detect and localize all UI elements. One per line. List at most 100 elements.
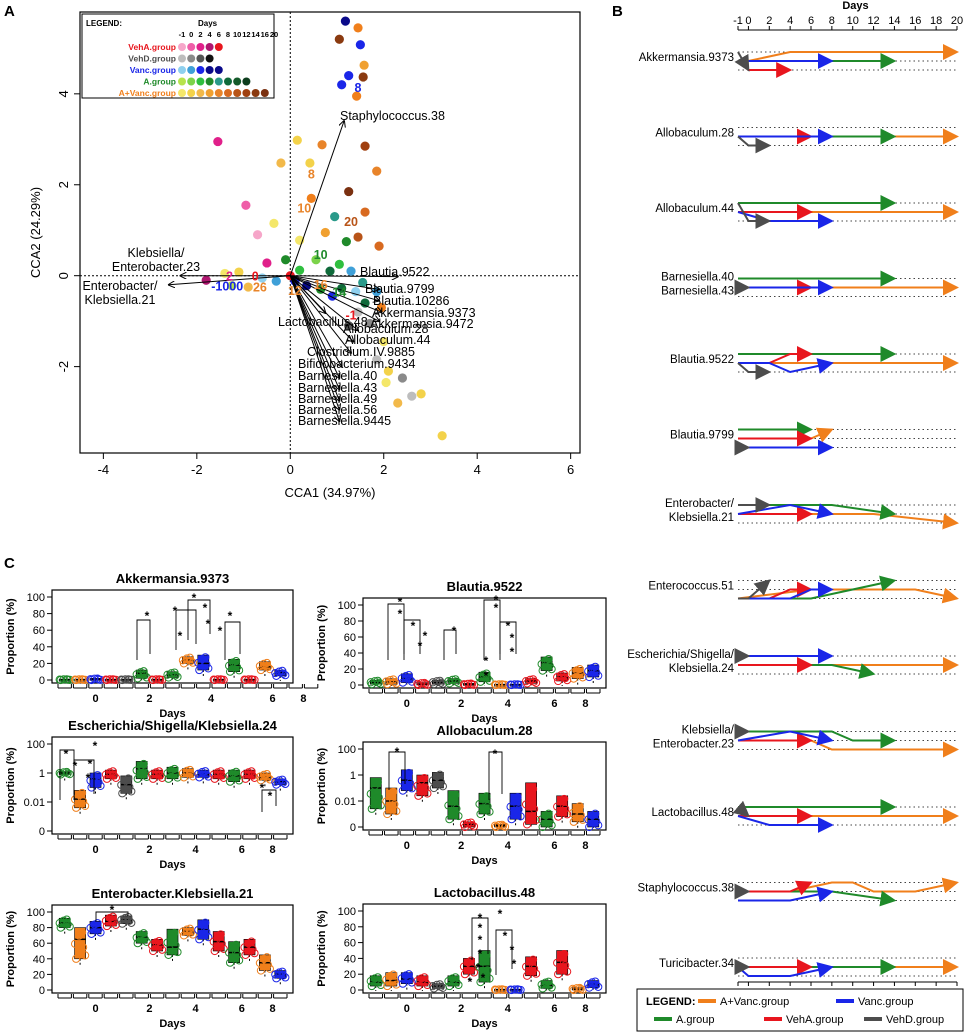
sample-point (398, 979, 407, 988)
sample-point (444, 977, 453, 986)
sample-point (71, 795, 80, 804)
significance-star: * (86, 771, 91, 785)
cca-point (241, 200, 251, 210)
taxon-label: Enterococcus.51 (648, 581, 734, 593)
trajectory-line (732, 800, 750, 818)
sample-point (278, 775, 287, 784)
sample-point (563, 810, 572, 819)
sample-point (247, 675, 256, 684)
legend-day-tick: 0 (189, 30, 193, 39)
cca-point (397, 373, 408, 383)
sample-point (78, 928, 87, 937)
sample-point (428, 776, 437, 785)
sample-point (575, 983, 584, 993)
trajectory-line (737, 815, 834, 833)
sample-point (78, 675, 87, 684)
day-label: 4 (505, 1003, 512, 1015)
sample-point (124, 675, 133, 684)
top-axis-tick-label: 16 (909, 15, 921, 27)
sample-point (475, 962, 484, 972)
sample-point (569, 817, 578, 826)
sample-point (201, 767, 210, 776)
y-tick-label: 0.01 (24, 797, 45, 809)
sample-point (398, 786, 407, 795)
day-label: 4 (208, 693, 215, 705)
sample-point (557, 952, 566, 961)
comparison-bracket (187, 599, 211, 640)
sample-point (118, 789, 127, 798)
day-label: 0 (404, 698, 410, 710)
sample-point (219, 675, 228, 685)
sample-point (281, 779, 290, 789)
taxon-label: Barnesiella.43 (661, 286, 734, 298)
sample-point (537, 659, 546, 669)
sample-point (255, 772, 264, 781)
sample-point (530, 964, 539, 973)
sample-point (101, 916, 111, 925)
boxplot-ent: Enterobacter.Klebsiella.21020406080100Pr… (5, 886, 294, 1030)
y-tick-label: 60 (33, 625, 45, 637)
sample-point (93, 674, 102, 683)
sample-point (516, 985, 525, 995)
sample-point (454, 980, 463, 990)
species-arrow (289, 275, 339, 421)
y-tick-label: 60 (344, 938, 356, 950)
sample-point (216, 675, 225, 684)
sample-point (578, 815, 587, 824)
sample-point (526, 789, 535, 798)
y-tick-label: 100 (27, 907, 45, 919)
day-label: 2 (146, 1003, 152, 1015)
sample-point (554, 812, 563, 821)
legend-group-label: A+Vanc.group (119, 88, 176, 98)
sample-point (398, 678, 407, 687)
sample-point (389, 675, 398, 684)
y-axis-label: Proportion (%) (5, 598, 17, 675)
sample-point (569, 674, 578, 683)
sample-point (173, 773, 182, 782)
taxon-label: Enterobacter/ (665, 498, 735, 510)
y-tick-label: 4 (56, 90, 71, 97)
y-tick-label: 100 (27, 739, 45, 751)
plot-title: Akkermansia.9373 (116, 571, 229, 586)
sample-point (386, 790, 395, 799)
sample-point (93, 919, 102, 928)
sample-point (182, 654, 191, 663)
species-arrow (289, 275, 358, 331)
sample-point (235, 776, 244, 785)
sample-point (373, 778, 382, 787)
species-arrow (290, 275, 379, 301)
day-label: 0 (92, 1003, 98, 1015)
day-label: 2 (458, 698, 464, 710)
panel-label-b: B (612, 3, 623, 20)
top-axis-tick-label: 0 (745, 15, 751, 27)
legend-label: A.group (676, 1014, 715, 1026)
species-arrow-label: Clostridium.IV.9885 (307, 345, 415, 359)
sample-point (585, 672, 594, 682)
sample-point (494, 985, 504, 994)
sample-point (201, 918, 210, 927)
comparison-bracket (388, 751, 406, 790)
trajectory-line (738, 880, 813, 896)
significance-star: * (206, 617, 211, 631)
legend-dot (187, 43, 196, 51)
trajectory-line (738, 358, 834, 374)
sample-point (278, 967, 287, 976)
sample-point (513, 680, 522, 689)
significance-star: * (64, 747, 69, 761)
sample-point (163, 769, 172, 778)
day-label: 0 (404, 1003, 410, 1015)
sample-point (383, 809, 392, 819)
taxon-label: Allobaculum.28 (655, 128, 734, 140)
legend-day-tick: 8 (226, 30, 230, 39)
sample-point (529, 675, 538, 684)
cca-point (305, 158, 315, 168)
sample-point (482, 792, 491, 801)
cca-point (353, 232, 363, 242)
sample-point (164, 774, 173, 783)
cca-point (355, 40, 365, 50)
sample-point (265, 964, 274, 973)
significance-star: * (510, 645, 515, 659)
trajectory-legend: LEGEND: A+Vanc.group Vanc.group A.group VehA… (636, 988, 964, 1032)
legend-day-tick: 6 (217, 30, 221, 39)
sample-point (516, 812, 525, 821)
